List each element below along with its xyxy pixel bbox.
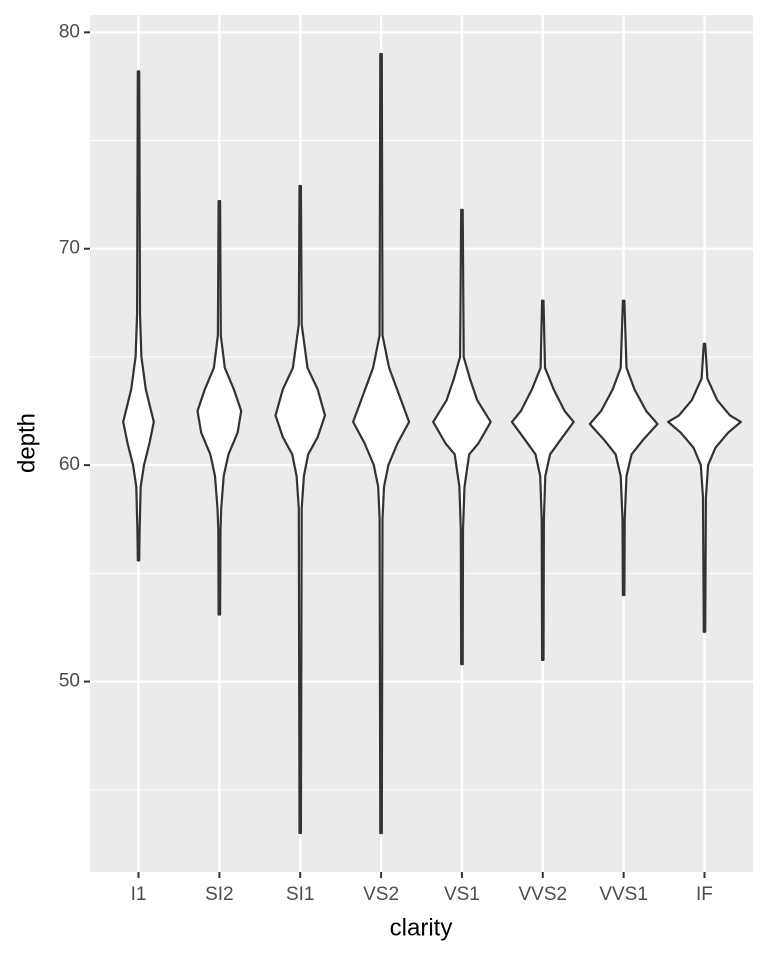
y-tick-label: 60 bbox=[59, 454, 80, 475]
violin bbox=[274, 184, 327, 835]
x-tick-label: SI2 bbox=[205, 884, 234, 905]
x-tick-label: SI1 bbox=[286, 884, 315, 905]
x-tick-label: I1 bbox=[131, 884, 147, 905]
y-axis-title: depth bbox=[13, 413, 40, 473]
violin bbox=[510, 299, 575, 661]
y-tick-label: 50 bbox=[59, 671, 80, 692]
x-axis-title: clarity bbox=[390, 914, 453, 941]
x-tick-label: VS2 bbox=[363, 884, 399, 905]
y-tick-label: 70 bbox=[59, 238, 80, 259]
x-tick-label: VVS1 bbox=[599, 884, 648, 905]
violin bbox=[432, 208, 492, 666]
plot-background bbox=[90, 15, 753, 872]
violin bbox=[196, 200, 243, 616]
violin bbox=[588, 299, 659, 597]
x-tick-label: IF bbox=[696, 884, 713, 905]
x-tick-label: VVS2 bbox=[518, 884, 567, 905]
x-tick-label: VS1 bbox=[444, 884, 480, 905]
violin bbox=[667, 342, 742, 633]
violin bbox=[122, 70, 155, 562]
violin bbox=[352, 52, 411, 835]
y-tick-label: 80 bbox=[59, 21, 80, 42]
